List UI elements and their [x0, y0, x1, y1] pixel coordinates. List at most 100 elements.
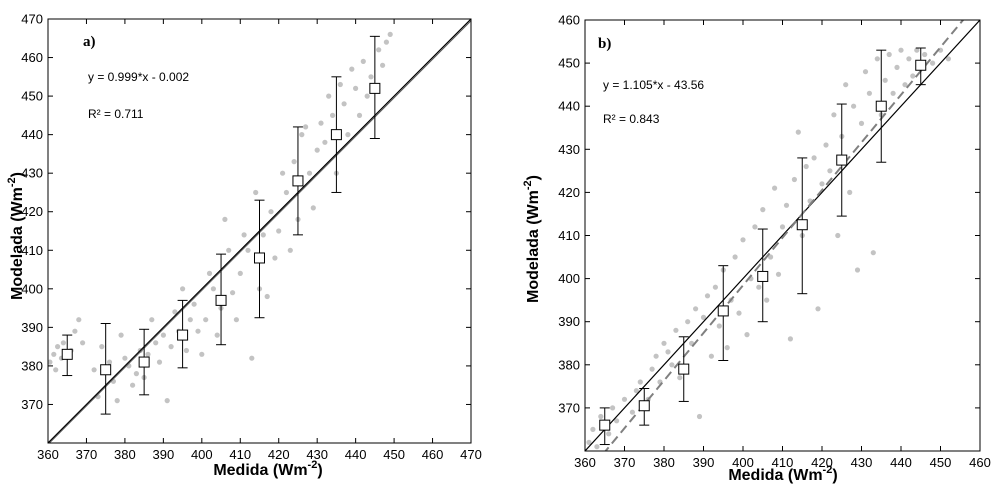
- panel-b: 360 370 380 390 400 410 420 430 440 450 460 370 380 3…: [522, 13, 991, 485]
- y-tick-label: 390: [21, 320, 43, 335]
- data-point: [768, 254, 774, 260]
- data-point: [376, 47, 382, 53]
- data-point: [724, 345, 730, 351]
- data-point: [91, 367, 97, 373]
- data-point: [203, 317, 209, 323]
- data-point: [886, 51, 892, 58]
- x-tick-label: 410: [229, 447, 251, 462]
- x-tick-label: 410: [772, 455, 794, 470]
- data-point: [360, 58, 366, 64]
- y-tick-label: 410: [21, 243, 43, 258]
- data-point: [594, 444, 600, 450]
- mean-marker: [330, 129, 342, 141]
- data-point: [791, 176, 798, 183]
- x-tick-label: 370: [76, 447, 98, 462]
- mean-marker: [61, 348, 73, 360]
- data-point: [306, 170, 313, 176]
- data-point: [945, 56, 952, 62]
- data-point: [80, 340, 86, 346]
- data-point: [665, 349, 671, 355]
- data-point: [118, 332, 124, 338]
- mean-marker: [292, 175, 304, 187]
- x-tick-label: 420: [268, 447, 290, 462]
- y-tick-label: 430: [21, 166, 43, 181]
- x-tick-label: 400: [191, 447, 213, 462]
- data-point: [815, 306, 821, 312]
- data-point: [930, 60, 936, 66]
- data-point: [383, 39, 389, 45]
- data-point: [653, 353, 659, 359]
- data-point: [866, 90, 873, 96]
- data-point: [783, 202, 790, 208]
- data-point: [153, 340, 159, 346]
- x-tick-label: 380: [114, 447, 136, 462]
- fit-lines: [585, 20, 980, 451]
- data-point: [345, 132, 351, 138]
- data-point: [811, 155, 817, 161]
- mean-marker: [796, 219, 808, 231]
- data-point: [740, 237, 746, 243]
- data-point: [206, 270, 213, 276]
- r-squared: R² = 0.843: [603, 112, 660, 126]
- data-point: [803, 163, 809, 170]
- data-point: [322, 139, 328, 145]
- data-point: [661, 340, 667, 346]
- data-point: [191, 301, 197, 307]
- y-tick-label: 400: [21, 281, 43, 296]
- y-tick-label: 400: [558, 271, 580, 286]
- data-point: [60, 340, 66, 346]
- data-point: [906, 56, 912, 62]
- data-point: [164, 398, 170, 404]
- data-point: [133, 371, 139, 377]
- mean-marker: [757, 270, 769, 282]
- data-point: [210, 286, 216, 292]
- y-tick-label: 430: [558, 142, 580, 157]
- data-point: [649, 366, 655, 372]
- y-tick-label: 420: [21, 204, 43, 219]
- data-point: [226, 247, 232, 253]
- data-point: [586, 439, 592, 445]
- x-tick-label: 420: [811, 455, 833, 470]
- regression-equation: y = 1.105*x - 43.56: [603, 78, 704, 92]
- data-point: [187, 317, 193, 323]
- x-tick-label: 440: [890, 455, 912, 470]
- data-point: [598, 413, 604, 420]
- data-point: [831, 112, 837, 118]
- data-point: [696, 413, 703, 420]
- data-point: [854, 267, 861, 273]
- data-point: [199, 351, 205, 357]
- mean-marker: [369, 82, 381, 94]
- data-point: [160, 332, 166, 338]
- data-point: [130, 382, 136, 388]
- data-point: [55, 344, 61, 350]
- data-point: [283, 189, 289, 196]
- y-tick-label: 380: [21, 358, 43, 373]
- data-point: [677, 375, 683, 381]
- data-point: [276, 228, 282, 234]
- data-point: [704, 293, 711, 299]
- data-point: [756, 284, 762, 290]
- data-point: [823, 142, 829, 148]
- x-tick-label: 470: [460, 447, 482, 462]
- x-axis-title: Medida (Wm-2): [728, 464, 837, 484]
- data-point: [299, 132, 305, 138]
- regression-line: [604, 20, 965, 451]
- data-point: [910, 73, 916, 79]
- data-point: [862, 69, 869, 75]
- data-point: [156, 359, 163, 365]
- data-point: [260, 232, 266, 238]
- binned-means: [61, 35, 381, 415]
- data-point: [314, 147, 320, 153]
- data-point: [364, 93, 370, 99]
- data-point: [264, 293, 270, 300]
- data-point: [669, 362, 675, 368]
- scatter-points: [586, 47, 952, 450]
- x-tick-label: 440: [345, 447, 367, 462]
- data-point: [280, 170, 286, 176]
- data-point: [851, 103, 857, 109]
- data-point: [168, 344, 174, 350]
- data-point: [222, 216, 228, 222]
- data-point: [614, 418, 620, 424]
- data-point: [610, 405, 616, 411]
- x-tick-label: 450: [930, 455, 952, 470]
